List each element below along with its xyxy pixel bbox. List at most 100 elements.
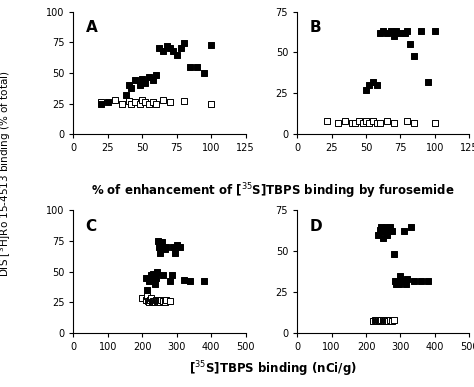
Point [376,317,383,323]
Point [373,82,381,88]
Point [128,84,135,91]
Point [397,272,404,279]
Point [193,64,201,70]
Point [136,82,143,88]
Point [147,295,155,301]
Point [362,118,370,124]
Point [410,53,418,59]
Point [151,298,158,304]
Point [177,45,185,51]
Point [159,272,167,278]
Point [335,120,342,126]
Point [390,33,397,39]
Point [417,277,425,284]
Point [377,318,384,324]
Point [382,318,390,324]
Point [168,272,175,278]
Point [187,64,194,70]
Point [374,317,382,323]
Point [156,250,164,256]
Point [403,28,411,34]
Point [149,271,156,277]
Point [379,228,386,235]
Point [125,98,132,104]
Point [402,281,410,287]
Point [379,235,387,241]
Point [378,223,385,229]
Point [146,296,154,303]
Point [148,299,156,305]
Point [132,99,139,105]
Text: C: C [85,219,97,234]
Text: DIS [$^{3}$H]Ro 15-4513 binding (% of total): DIS [$^{3}$H]Ro 15-4513 binding (% of to… [0,71,13,277]
Point [390,120,397,126]
Point [382,223,390,229]
Point [324,118,331,124]
Text: B: B [309,20,321,35]
Point [122,92,129,98]
Point [166,298,173,304]
Point [152,101,160,107]
Point [152,299,159,305]
Point [171,250,179,256]
Point [410,120,418,126]
Point [381,317,389,323]
Point [149,77,157,83]
Point [369,318,377,324]
Point [173,51,181,58]
Point [153,298,161,304]
Point [392,281,400,287]
Point [104,99,112,105]
Point [384,227,392,233]
Point [148,276,156,282]
Point [362,87,370,93]
Point [138,97,146,103]
Point [157,296,165,303]
Point [365,82,373,88]
Point [369,118,377,124]
Point [356,118,363,124]
Point [397,30,404,36]
Point [394,277,401,284]
Point [118,101,126,107]
Point [97,101,105,107]
Point [390,317,397,323]
Point [152,274,160,281]
Point [351,120,359,126]
Point [392,277,399,284]
Point [380,318,388,324]
Point [386,223,394,229]
Point [170,244,177,250]
Point [159,48,167,54]
Point [374,232,382,238]
Point [125,82,132,88]
Point [388,318,396,324]
Point [136,101,143,107]
Point [144,293,151,299]
Point [180,40,187,46]
Point [187,278,194,284]
Point [169,48,176,54]
Point [128,101,135,107]
Point [142,274,149,281]
Point [154,238,162,244]
Point [376,30,383,36]
Point [379,317,387,323]
Point [373,317,380,323]
Point [406,41,414,47]
Point [348,120,356,126]
Point [390,251,397,257]
Point [146,74,153,80]
Point [166,99,173,105]
Point [159,97,167,103]
Point [153,269,161,275]
Point [180,98,187,104]
Point [152,281,159,287]
Point [384,318,392,324]
Point [149,99,157,105]
Point [373,318,381,324]
Point [151,278,158,284]
Point [146,101,153,107]
Point [400,228,408,235]
Point [97,99,105,105]
